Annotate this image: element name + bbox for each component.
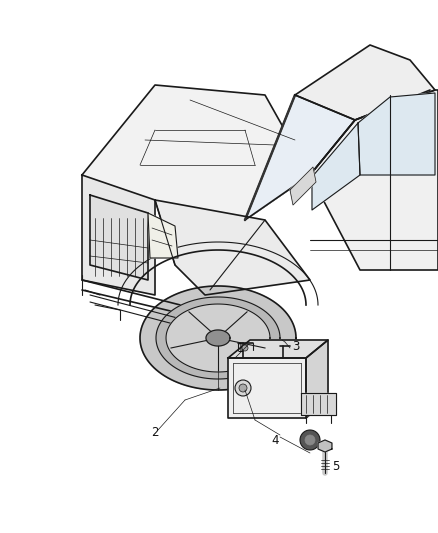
Circle shape [305,435,315,445]
Polygon shape [245,95,355,220]
Polygon shape [318,440,332,452]
Polygon shape [312,123,360,210]
Polygon shape [140,286,296,390]
Circle shape [239,384,247,392]
Polygon shape [166,304,270,372]
Polygon shape [82,175,155,295]
Polygon shape [90,195,148,280]
Polygon shape [310,90,438,270]
Text: 4: 4 [271,433,279,447]
Text: 1: 1 [236,342,244,354]
Polygon shape [295,45,435,120]
Polygon shape [148,213,178,258]
Circle shape [235,380,251,396]
Text: 3: 3 [292,340,300,352]
Polygon shape [290,167,316,205]
Polygon shape [206,330,230,346]
Polygon shape [82,85,310,220]
Circle shape [242,345,248,351]
Polygon shape [156,297,280,379]
Polygon shape [358,93,435,175]
Text: 2: 2 [151,426,159,440]
Polygon shape [155,200,310,295]
Polygon shape [228,358,306,418]
Polygon shape [306,340,328,418]
Text: 5: 5 [332,459,340,472]
Polygon shape [228,340,328,358]
Circle shape [300,430,320,450]
Polygon shape [301,393,336,415]
